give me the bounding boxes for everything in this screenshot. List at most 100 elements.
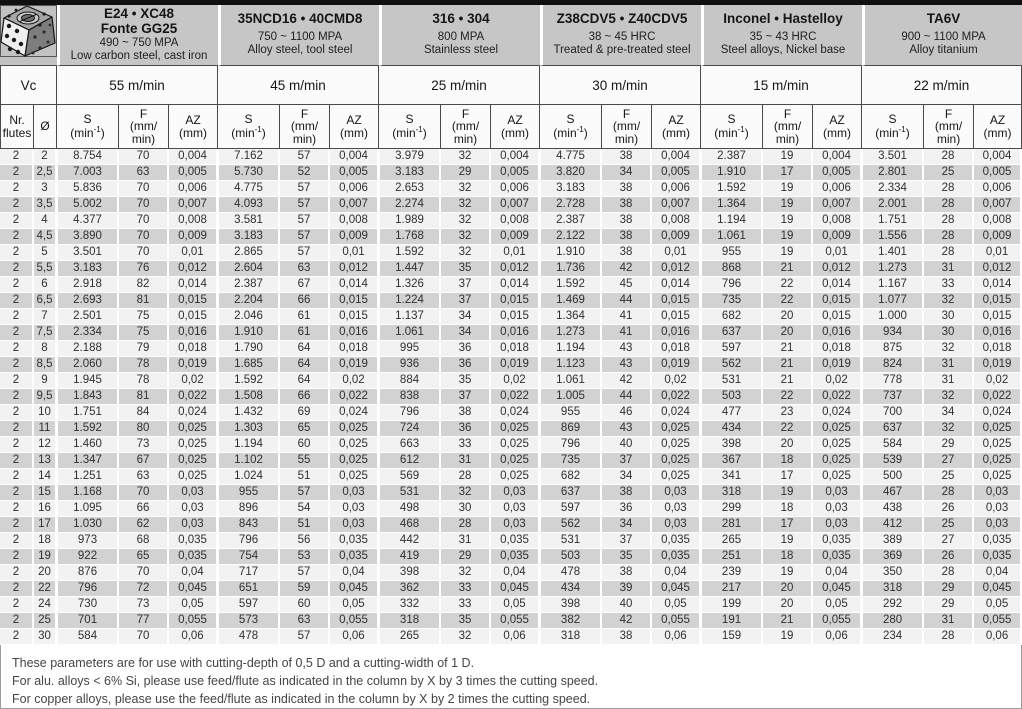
- cell-value: 63: [280, 261, 331, 278]
- cell-value: 0,006: [330, 181, 380, 198]
- material-strength: 35 ~ 43 HRC: [749, 31, 817, 44]
- cell-value: 21: [763, 357, 814, 374]
- cell-value: 0,03: [330, 501, 380, 518]
- cell-value: 0,035: [330, 533, 380, 550]
- table-row: 2 13 1.347 67 0,025 1.102 55 0,025 612 31 0,025 735…: [0, 453, 1022, 470]
- table-row: 2 3,5 5.002 70 0,007 4.093 57 0,007 2.274 32 0,007…: [0, 197, 1022, 214]
- table-row: 2 3 5.836 70 0,006 4.775 57 0,006 2.653 32 0,006 3.…: [0, 181, 1022, 198]
- cell-value: 28: [924, 149, 975, 166]
- cell-diameter: 15: [34, 485, 57, 502]
- cell-value: 569: [379, 469, 442, 486]
- cell-value: 0,055: [974, 613, 1022, 630]
- cell-value: 0,005: [813, 165, 863, 182]
- cell-value: 0,025: [330, 453, 380, 470]
- cell-diameter: 4: [34, 213, 57, 230]
- cell-value: 0,055: [169, 613, 219, 630]
- cell-value: 438: [862, 501, 925, 518]
- col-header-feed: F (mm/min): [280, 105, 331, 150]
- cell-value: 38: [602, 629, 653, 646]
- col-header-az: AZ (mm): [974, 105, 1022, 150]
- material-description: Alloy titanium: [909, 44, 978, 57]
- cell-flutes: 2: [0, 325, 34, 342]
- cell-value: 1.910: [218, 325, 281, 342]
- cell-value: 0,007: [652, 197, 702, 214]
- cell-value: 0,025: [813, 469, 863, 486]
- cell-value: 0,025: [974, 421, 1022, 438]
- cell-value: 32: [441, 245, 492, 262]
- table-row: 2 15 1.168 70 0,03 955 57 0,03 531 32 0,03 637 38 0,0…: [0, 485, 1022, 502]
- cell-value: 0,016: [974, 325, 1022, 342]
- table-row: 2 30 584 70 0,06 478 57 0,06 265 32 0,06 318 38 0,06 1…: [0, 629, 1022, 646]
- cell-value: 4.775: [218, 181, 281, 198]
- col-header-feed: F (mm/min): [441, 105, 492, 150]
- table-body: 2 2 8.754 70 0,004 7.162 57 0,004 3.979 32 0,004 4.…: [0, 149, 1022, 646]
- cell-value: 64: [280, 357, 331, 374]
- cell-value: 1.347: [57, 453, 119, 470]
- cell-value: 22: [763, 389, 814, 406]
- cell-value: 1.768: [379, 229, 442, 246]
- cell-value: 3.183: [379, 165, 442, 182]
- vc-value: 15 m/min: [701, 66, 863, 106]
- cell-value: 369: [862, 549, 925, 566]
- cell-value: 838: [379, 389, 442, 406]
- material-header-row: E24 • XC48 Fonte GG25 490 ~ 750 MPA Low car…: [0, 5, 1022, 67]
- col-header-az: AZ (mm): [813, 105, 863, 150]
- cell-value: 884: [379, 373, 442, 390]
- cell-value: 20: [763, 597, 814, 614]
- cell-value: 34: [924, 405, 975, 422]
- cell-value: 42: [602, 373, 653, 390]
- cell-value: 27: [924, 453, 975, 470]
- cell-value: 0,03: [330, 485, 380, 502]
- table-row: 2 5 3.501 70 0,01 2.865 57 0,01 1.592 32 0,01 1.910…: [0, 245, 1022, 262]
- table-row: 2 6 2.918 82 0,014 2.387 67 0,014 1.326 37 0,014 1.…: [0, 277, 1022, 294]
- cell-value: 1.364: [701, 197, 764, 214]
- cell-value: 0,009: [491, 229, 541, 246]
- cell-value: 19: [763, 565, 814, 582]
- cell-value: 0,022: [169, 389, 219, 406]
- cell-value: 1.273: [862, 261, 925, 278]
- table-row: 2 6,5 2.693 81 0,015 2.204 66 0,015 1.224 37 0,015…: [0, 293, 1022, 310]
- cell-value: 0,022: [330, 389, 380, 406]
- cell-value: 21: [763, 613, 814, 630]
- cell-value: 1.364: [540, 309, 603, 326]
- cell-value: 32: [441, 565, 492, 582]
- material-header: Z38CDV5 • Z40CDV5 38 ~ 45 HRC Treated & pr…: [540, 5, 702, 67]
- cell-value: 32: [924, 341, 975, 358]
- cell-value: 2.188: [57, 341, 119, 358]
- col-header-speed: S (min-1): [57, 105, 119, 150]
- cell-value: 38: [602, 565, 653, 582]
- cell-value: 0,015: [330, 293, 380, 310]
- cell-value: 84: [119, 405, 169, 422]
- cell-value: 17: [763, 469, 814, 486]
- cell-flutes: 2: [0, 613, 34, 630]
- cell-value: 2.204: [218, 293, 281, 310]
- cell-value: 22: [763, 293, 814, 310]
- cell-value: 1.061: [379, 325, 442, 342]
- cell-value: 53: [280, 549, 331, 566]
- cell-value: 1.469: [540, 293, 603, 310]
- cell-value: 0,008: [974, 213, 1022, 230]
- cell-value: 21: [763, 373, 814, 390]
- cell-value: 1.989: [379, 213, 442, 230]
- cell-value: 701: [57, 613, 119, 630]
- cell-value: 28: [924, 229, 975, 246]
- cell-value: 4.775: [540, 149, 603, 166]
- cell-value: 44: [602, 389, 653, 406]
- cell-value: 0,045: [813, 581, 863, 598]
- cell-value: 4.377: [57, 213, 119, 230]
- cell-flutes: 2: [0, 437, 34, 454]
- table-row: 2 4 4.377 70 0,008 3.581 57 0,008 1.989 32 0,008 2.…: [0, 213, 1022, 230]
- cell-flutes: 2: [0, 245, 34, 262]
- cell-value: 0,004: [813, 149, 863, 166]
- cell-value: 0,03: [169, 517, 219, 534]
- cell-value: 1.592: [701, 181, 764, 198]
- cell-value: 19: [763, 245, 814, 262]
- cell-value: 57: [280, 629, 331, 646]
- col-header-speed: S (min-1): [701, 105, 764, 150]
- material-strength: 800 MPA: [437, 31, 485, 44]
- cell-value: 412: [862, 517, 925, 534]
- cell-value: 612: [379, 453, 442, 470]
- cell-value: 3.581: [218, 213, 281, 230]
- cell-value: 51: [280, 517, 331, 534]
- cell-value: 40: [602, 437, 653, 454]
